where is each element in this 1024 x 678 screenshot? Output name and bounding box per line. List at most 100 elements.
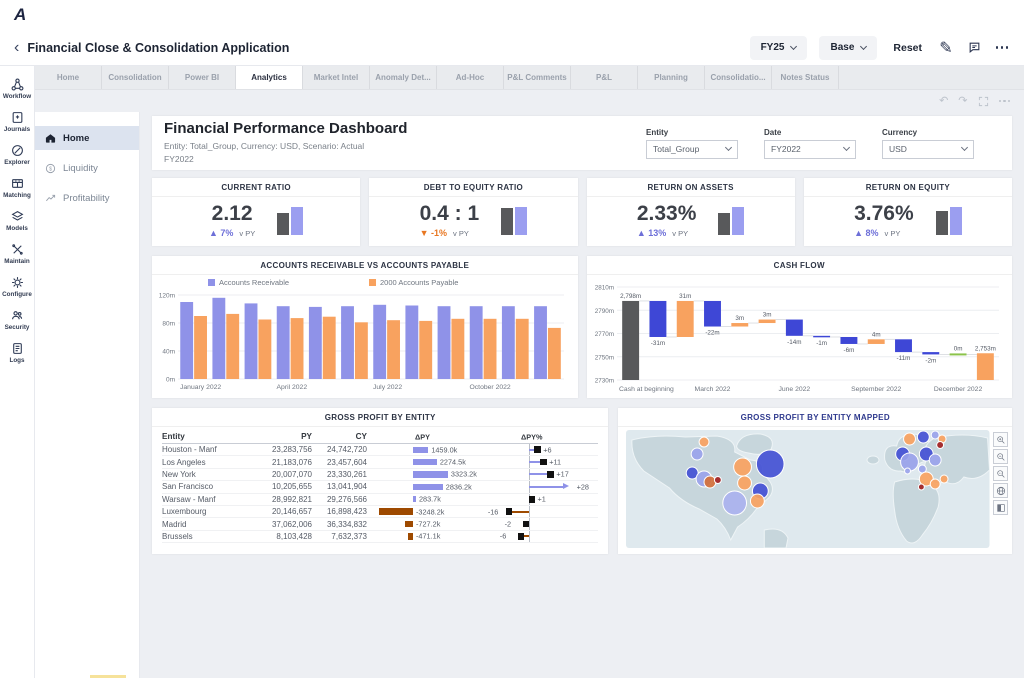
tab-home[interactable]: Home	[35, 66, 102, 89]
tab-anomaly-det-[interactable]: Anomaly Det...	[370, 66, 437, 89]
tab-p-l-comments[interactable]: P&L Comments	[504, 66, 571, 89]
svg-text:80m: 80m	[162, 321, 175, 328]
map-layers-button[interactable]	[993, 500, 1008, 515]
entity-bubble-9	[737, 475, 753, 491]
kpi-value: 2.33%	[636, 202, 697, 225]
legend-swatch	[208, 279, 215, 286]
version-selector[interactable]: Base	[819, 35, 878, 60]
entity-bubble-17	[936, 441, 945, 449]
svg-text:2790m: 2790m	[594, 308, 613, 315]
svg-text:January 2022: January 2022	[180, 384, 221, 391]
sidebar-item-explorer[interactable]: Explorer	[0, 140, 35, 171]
pct-label: +1	[537, 494, 546, 504]
tab-consolidation[interactable]: Consolidation	[102, 66, 169, 89]
vs-py-label: v PY	[453, 229, 469, 238]
sidebar-item-maintain[interactable]: Maintain	[0, 239, 35, 270]
filter-select-date[interactable]: FY2022	[764, 139, 856, 159]
bar-accounts-receivable-10	[469, 306, 483, 379]
waterfall-bar-february-2022	[676, 300, 694, 337]
toolbar-more-icon[interactable]	[998, 99, 1010, 103]
cell-cy: 16,898,423	[326, 507, 367, 517]
svg-text:Cash at beginning: Cash at beginning	[619, 386, 674, 393]
tab-notes-status[interactable]: Notes Status	[772, 66, 839, 89]
dashboard-subtitle: Entity: Total_Group, Currency: USD, Scen…	[164, 141, 365, 164]
expand-fullscreen-icon[interactable]	[978, 96, 989, 107]
delta-label: 2274.5k	[439, 457, 466, 467]
sidebar-item-security[interactable]: Security	[0, 305, 35, 336]
waterfall-bar-july-2022	[812, 335, 830, 338]
kpi-card-return-on-equity: RETURN ON EQUITY 3.76% ▲ 8% v PY	[803, 178, 1012, 246]
edit-pencil-icon[interactable]: ✎	[939, 39, 953, 57]
cell-delta-py-pct: -2	[493, 518, 598, 530]
tab-p-l[interactable]: P&L	[571, 66, 638, 89]
cell-py: 10,205,655	[271, 482, 312, 492]
table-row: Los Angeles 21,183,076 23,457,604 2274.5k +1…	[162, 456, 599, 469]
rail-item-label: Security	[4, 324, 30, 331]
cell-delta-py: 283.7k	[373, 494, 493, 505]
sidebar-item-logs[interactable]: Logs	[0, 338, 35, 369]
tab-power-bi[interactable]: Power BI	[169, 66, 236, 89]
tab-consolidatio-[interactable]: Consolidatio...	[705, 66, 772, 89]
side-nav-item-profitability[interactable]: Profitability	[35, 186, 139, 210]
redo-icon[interactable]: ↷	[958, 94, 968, 107]
table-row: San Francisco 10,205,655 13,041,904 2836.2k…	[162, 481, 599, 494]
waterfall-bar-october-2022	[894, 339, 912, 353]
triangle-up-icon: ▲	[208, 228, 218, 238]
table-row: Luxembourg 20,146,657 16,898,423 -3248.2k -1…	[162, 505, 599, 519]
table-row: New York 20,007,070 23,330,261 3323.2k +17	[162, 468, 599, 482]
pct-marker	[528, 496, 535, 503]
sidebar-item-models[interactable]: Models	[0, 206, 35, 237]
svg-text:2,798m: 2,798m	[620, 293, 641, 300]
kpi-value: 3.76%	[854, 202, 914, 225]
sidebar-item-configure[interactable]: Configure	[0, 272, 35, 303]
kpi-delta: ▲ 8% v PY	[854, 228, 901, 238]
cell-cy: 29,276,566	[326, 494, 367, 504]
baseline	[529, 530, 530, 543]
map-zoom-out-button[interactable]	[993, 449, 1008, 464]
tab-analytics[interactable]: Analytics	[236, 66, 303, 89]
svg-text:2750m: 2750m	[594, 354, 613, 361]
tab-ad-hoc[interactable]: Ad-Hoc	[437, 66, 504, 89]
vs-py-label: v PY	[672, 229, 689, 238]
period-selector[interactable]: FY25	[749, 35, 808, 60]
delta-bar	[413, 483, 443, 491]
map-zoom-selection-button[interactable]	[993, 466, 1008, 481]
undo-icon[interactable]: ↶	[939, 94, 949, 107]
filter-bar: Entity Total_Group Date FY2022 Currency USD	[646, 128, 1000, 159]
filter-select-entity[interactable]: Total_Group	[646, 139, 738, 159]
map-globe-button[interactable]	[993, 483, 1008, 498]
filter-select-currency[interactable]: USD	[882, 139, 974, 159]
rail-item-label: Maintain	[4, 258, 30, 265]
reset-button[interactable]: Reset	[893, 41, 922, 54]
left-icon-rail: Workflow Journals Explorer Matching Models Ma…	[0, 66, 35, 678]
bar-2000-accounts-payable-5	[322, 316, 336, 379]
cell-py: 21,183,076	[271, 457, 312, 467]
bar-2000-accounts-payable-1	[194, 316, 207, 379]
entity-bubble-14	[917, 430, 931, 444]
vs-py-label: v PY	[239, 229, 256, 238]
back-chevron-icon[interactable]: ‹	[14, 38, 20, 56]
delta-label: -3248.2k	[416, 507, 445, 517]
map-zoom-in-button[interactable]	[993, 432, 1008, 447]
side-nav-item-home[interactable]: Home	[35, 126, 139, 150]
delta-bar	[413, 458, 437, 466]
tab-market-intel[interactable]: Market Intel	[303, 66, 370, 89]
svg-text:120m: 120m	[159, 293, 175, 300]
sidebar-item-matching[interactable]: Matching	[0, 173, 35, 204]
more-options-icon[interactable]	[994, 40, 1010, 56]
entity-bubble-13	[903, 432, 917, 446]
tab-planning[interactable]: Planning	[638, 66, 705, 89]
dashboard-tab-strip: Home Consolidation Power BI Analytics Market…	[35, 66, 1024, 90]
sidebar-item-journals[interactable]: Journals	[0, 107, 35, 138]
kpi-mini-bars	[935, 205, 962, 235]
comment-icon[interactable]	[966, 40, 982, 56]
legend-label: Accounts Receivable	[219, 278, 290, 287]
bar-accounts-receivable-2	[212, 297, 226, 379]
sidebar-item-workflow[interactable]: Workflow	[0, 74, 35, 105]
entity-bubble-12	[750, 493, 766, 509]
side-nav-item-liquidity[interactable]: $ Liquidity	[35, 156, 139, 180]
chevron-down-icon	[724, 143, 733, 152]
bar-accounts-receivable-7	[373, 304, 387, 379]
delta-bar	[405, 520, 413, 528]
entity-bubble-8	[756, 449, 786, 479]
